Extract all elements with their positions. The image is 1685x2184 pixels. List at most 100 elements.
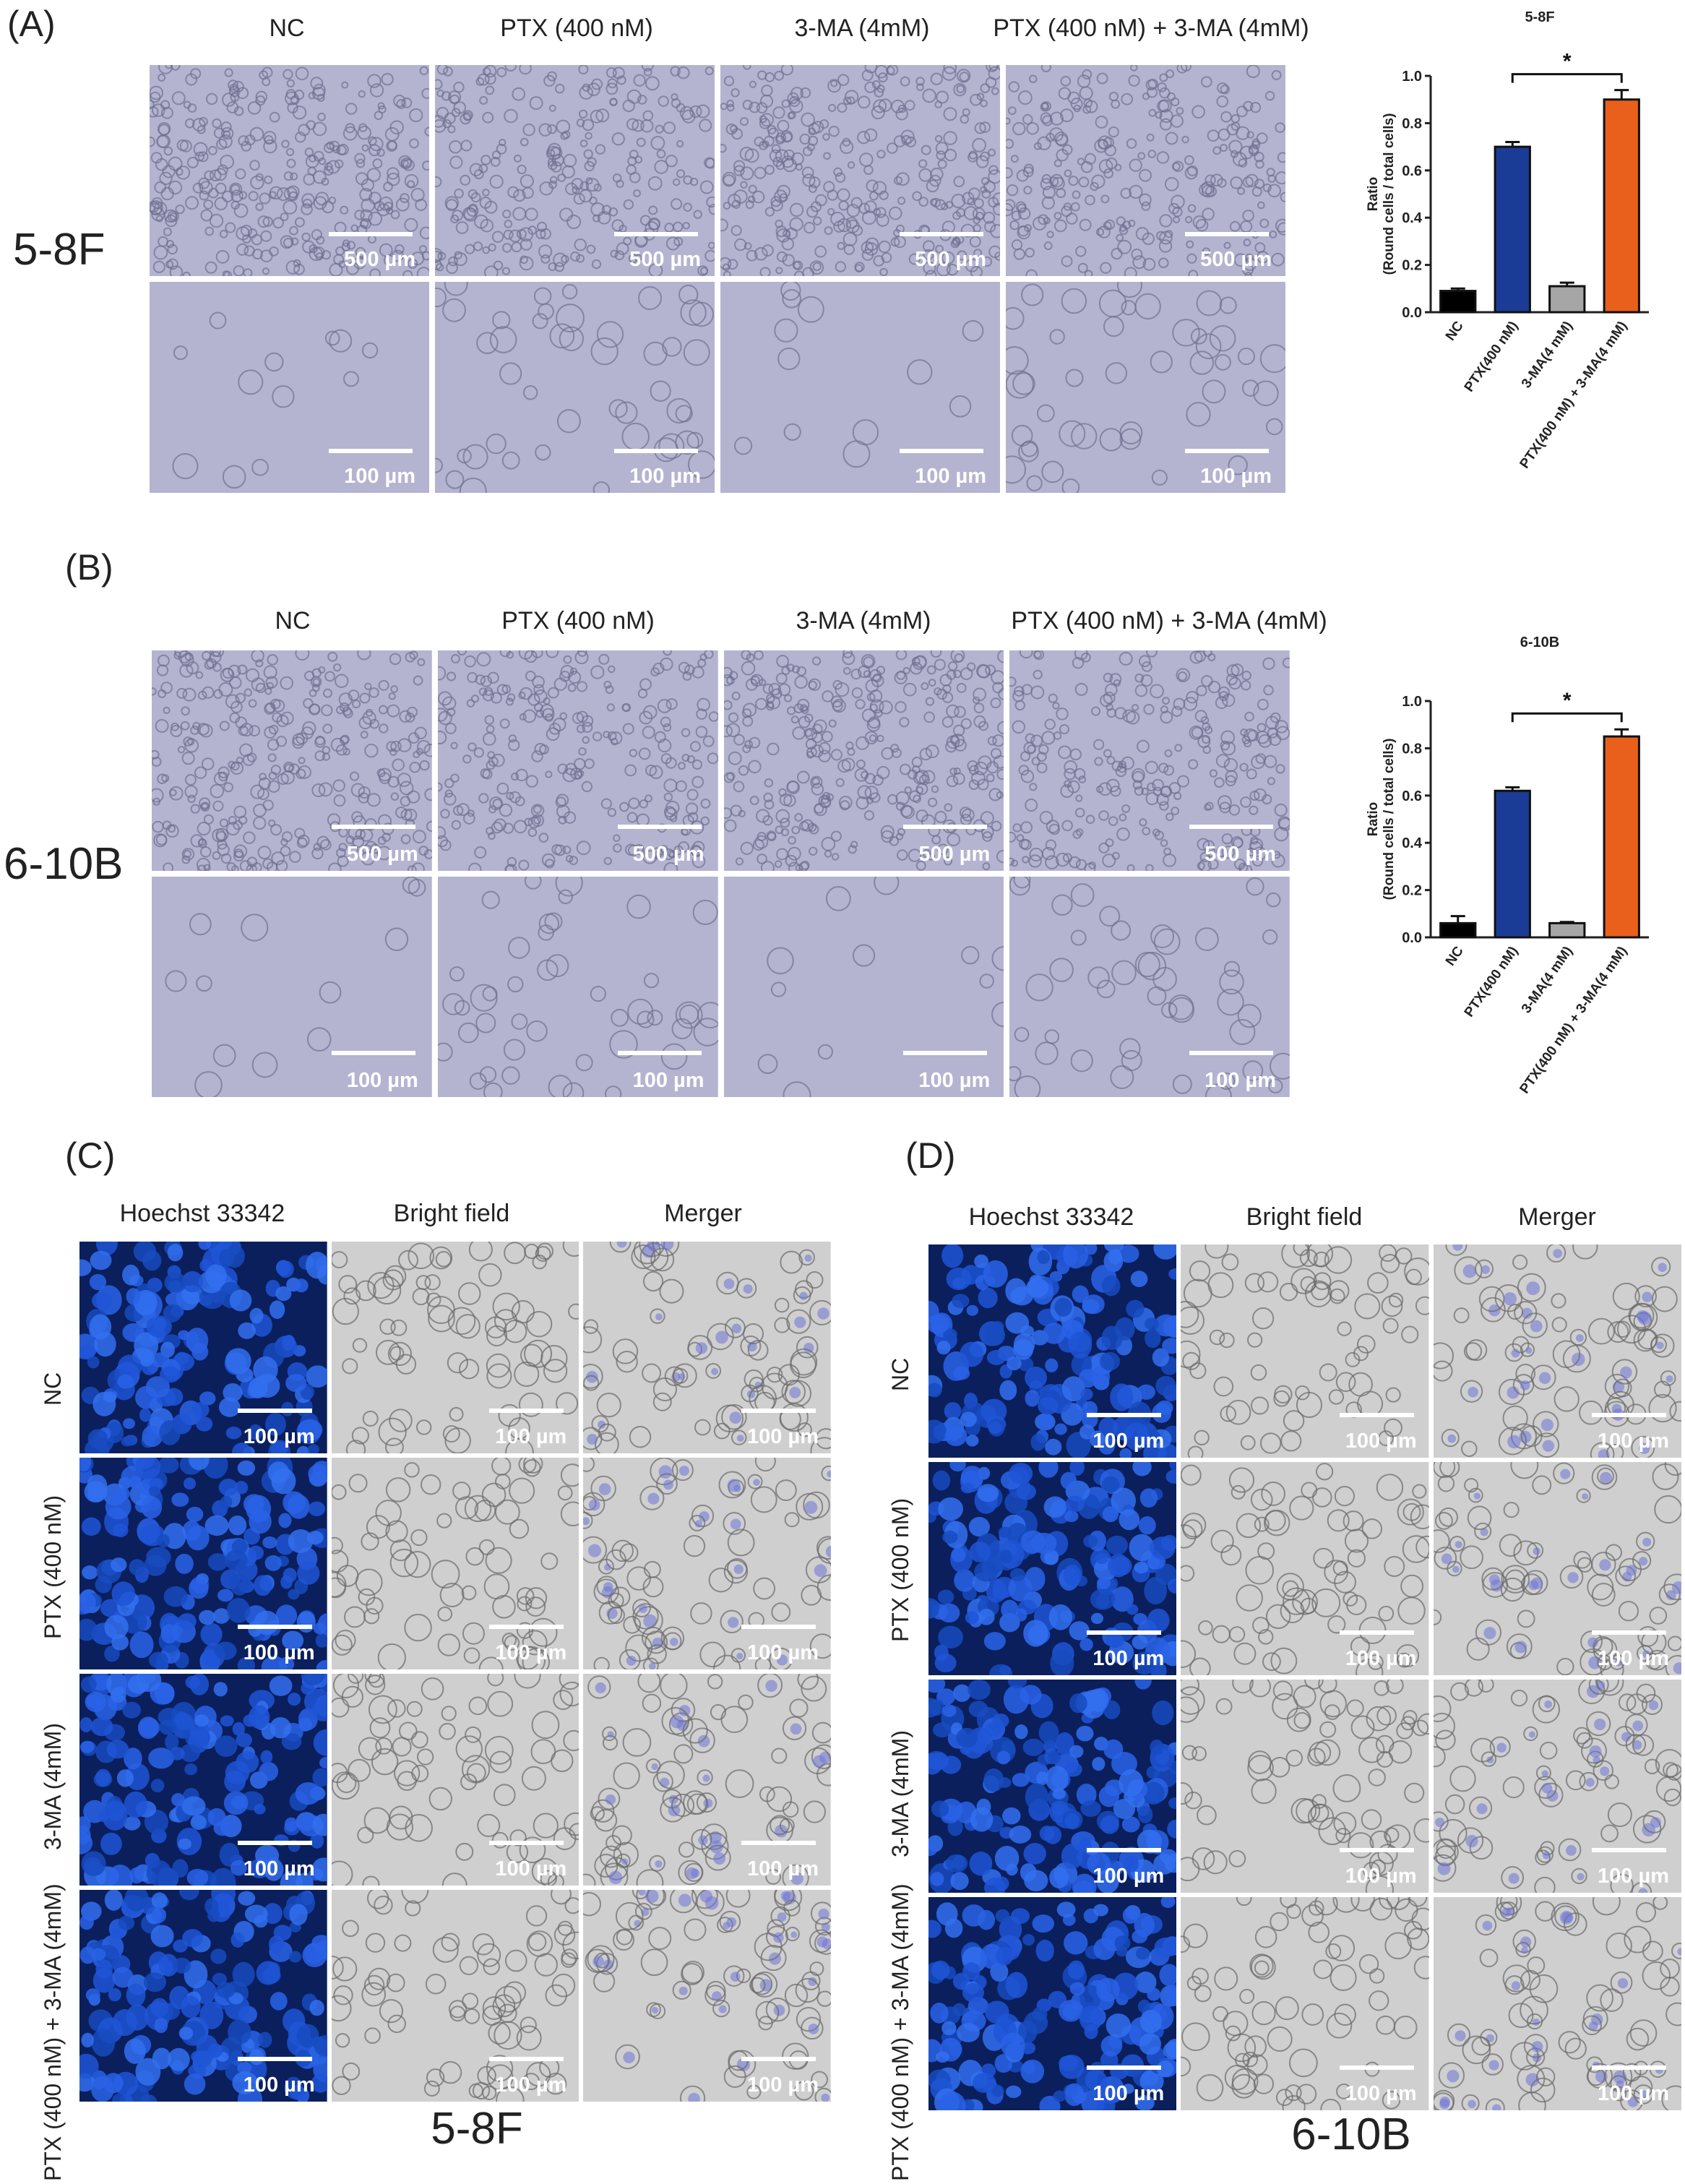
micrograph-tile: 100 µm: [723, 877, 1004, 1097]
scale-bar: [1591, 1848, 1666, 1852]
scale-bar-label: 100 µm: [243, 2073, 315, 2097]
bar: [1603, 98, 1640, 314]
micrograph-tile: 500 µm: [152, 650, 432, 871]
fluorescence-tile: 100 µm: [79, 1242, 327, 1453]
x-tick-label: PTX(400 nM) + 3-MA(4 mM): [1517, 319, 1631, 471]
significance-star: *: [1563, 689, 1572, 713]
panel-a-col-ptx: PTX (400 nM): [500, 14, 653, 42]
scale-bar: [741, 1625, 816, 1629]
significance-star: *: [1563, 50, 1572, 74]
scale-bar-label: 100 µm: [915, 465, 986, 488]
fluorescence-tile: 100 µm: [331, 1890, 579, 2102]
scale-bar: [1189, 1051, 1273, 1055]
y-tick-label: 0.6: [1402, 788, 1422, 804]
scale-bar-label: 100 µm: [1598, 1430, 1669, 1453]
scale-bar-label: 500 µm: [346, 843, 418, 866]
panel-b-cell-line: 6-10B: [4, 839, 124, 889]
bar: [1494, 789, 1531, 939]
scale-bar-label: 100 µm: [1200, 465, 1272, 488]
scale-bar-label: 500 µm: [632, 843, 704, 866]
y-tick-label: 1.0: [1402, 69, 1422, 85]
scale-bar: [741, 1409, 816, 1413]
scale-bar: [1087, 2065, 1162, 2070]
y-tick-label: 0.8: [1402, 116, 1422, 132]
scale-bar: [617, 825, 702, 829]
micrograph-tile: 100 µm: [1009, 877, 1290, 1097]
scale-bar-label: 100 µm: [344, 465, 415, 488]
scale-bar: [1189, 825, 1273, 829]
bar-chart-svg: 5-8F 0.0 0.2 0.4 0.6 0.8 1.0 Ratio (Round cells …: [1366, 9, 1649, 471]
panel-a-col-nc: NC: [269, 14, 305, 42]
scale-bar-label: 100 µm: [495, 1425, 567, 1448]
scale-bar: [614, 449, 698, 453]
panel-b-image-grid: 500 µm 500 µm 500 µm 500 µm 100 µm 100 µm 100 …: [152, 650, 1290, 1097]
scale-bar-label: 500 µm: [629, 248, 701, 271]
scale-bar: [331, 825, 415, 829]
bar: [1439, 290, 1477, 314]
scale-bar: [903, 825, 988, 829]
scale-bar-label: 100 µm: [1598, 1647, 1669, 1670]
scale-bar-label: 100 µm: [243, 1425, 315, 1448]
panel-d-row-ptx: PTX (400 nM): [887, 1497, 913, 1642]
micrograph-tile: 500 µm: [150, 65, 429, 276]
scale-bar-label: 500 µm: [344, 248, 415, 271]
scale-bar: [1087, 1630, 1162, 1635]
panel-c-col-hoechst: Hoechst 33342: [119, 1200, 285, 1227]
y-tick-label: 0.0: [1402, 930, 1422, 946]
fluorescence-tile: 100 µm: [583, 1458, 831, 1669]
panel-d-row-combo: PTX (400 nM) + 3-MA (4mM): [887, 1883, 913, 2181]
panel-d-row-nc: NC: [887, 1357, 913, 1391]
y-axis-label: Ratio: [1366, 177, 1381, 212]
scale-bar: [741, 1841, 816, 1845]
scale-bar: [1591, 1413, 1666, 1417]
micrograph-tile: 500 µm: [720, 65, 1000, 276]
panel-a-cell-line: 5-8F: [13, 225, 105, 275]
micrograph-tile: 100 µm: [152, 877, 432, 1097]
scale-bar: [741, 2057, 816, 2061]
scale-bar: [237, 1841, 312, 1845]
scale-bar: [1339, 2065, 1414, 2070]
x-tick-label: PTX(400 nM): [1462, 319, 1522, 395]
fluorescence-tile: 100 µm: [1181, 1680, 1429, 1893]
bar: [1548, 921, 1586, 939]
scale-bar-label: 100 µm: [1345, 1865, 1417, 1888]
fluorescence-tile: 100 µm: [928, 1244, 1177, 1458]
panel-c-image-grid: 100 µm 100 µm 100 µm 100 µm 100 µm 100 µm 100 …: [79, 1242, 831, 2102]
micrograph-tile: 100 µm: [1006, 282, 1285, 493]
scale-bar-label: 100 µm: [918, 1069, 991, 1092]
significance-bracket: [1511, 73, 1623, 83]
micrograph-tile: 500 µm: [1009, 650, 1290, 871]
panel-c-col-merger: Merger: [664, 1200, 742, 1227]
y-axis-label: Ratio: [1366, 802, 1381, 837]
scale-bar-label: 500 µm: [1200, 248, 1272, 271]
y-axis-label-secondary: (Round cells / total cells): [1382, 739, 1397, 900]
fluorescence-tile: 100 µm: [1181, 1244, 1429, 1458]
y-tick-label: 0.8: [1402, 741, 1422, 757]
panel-b-col-nc: NC: [275, 607, 311, 635]
fluorescence-tile: 100 µm: [331, 1242, 579, 1453]
x-tick-label: PTX(400 nM) + 3-MA(4 mM): [1517, 944, 1631, 1096]
scale-bar: [617, 1051, 702, 1055]
panel-c-row-3ma: 3-MA (4mM): [40, 1723, 66, 1850]
panel-b-col-ptx: PTX (400 nM): [501, 607, 655, 635]
panel-c-row-ptx: PTX (400 nM): [40, 1495, 66, 1639]
y-axis-label-secondary: (Round cells / total cells): [1382, 113, 1397, 275]
panel-a-image-grid: 500 µm 500 µm 500 µm 500 µm 100 µm 100 µm 100 …: [150, 65, 1285, 493]
scale-bar: [1185, 449, 1269, 453]
fluorescence-tile: 100 µm: [928, 1462, 1177, 1675]
scale-bar-label: 100 µm: [747, 2073, 819, 2097]
panel-b-bar-chart: 6-10B 0.0 0.2 0.4 0.6 0.8 1.0 Ratio (Round cells…: [1315, 625, 1685, 1131]
fluorescence-tile: 100 µm: [1433, 1897, 1681, 2110]
scale-bar-label: 100 µm: [1345, 1647, 1417, 1670]
fluorescence-tile: 100 µm: [331, 1458, 579, 1669]
panel-c-letter: (C): [65, 1135, 116, 1176]
micrograph-tile: 500 µm: [1006, 65, 1285, 276]
fluorescence-tile: 100 µm: [1181, 1897, 1429, 2110]
panel-d-bottom-title: 6-10B: [1291, 2110, 1411, 2159]
x-tick-label: NC: [1443, 944, 1467, 969]
significance-bracket: [1511, 712, 1623, 723]
fluorescence-tile: 100 µm: [583, 1674, 831, 1886]
y-tick-label: 0.2: [1402, 258, 1422, 274]
panel-d-image-grid: 100 µm 100 µm 100 µm 100 µm 100 µm 100 µm 100 …: [928, 1244, 1681, 2110]
scale-bar: [1185, 232, 1269, 236]
